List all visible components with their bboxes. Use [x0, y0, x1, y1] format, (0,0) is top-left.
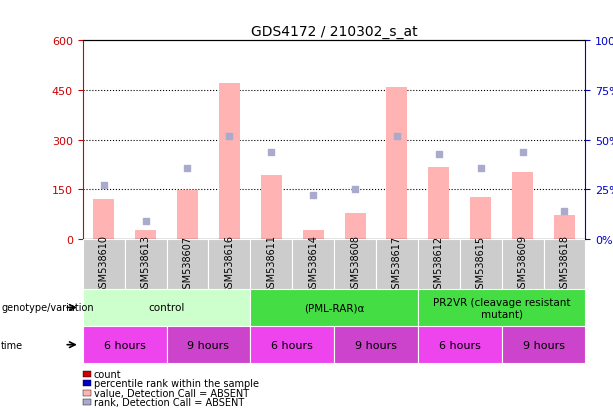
Text: percentile rank within the sample: percentile rank within the sample	[94, 378, 259, 388]
Text: genotype/variation: genotype/variation	[1, 303, 94, 313]
Bar	[292, 240, 334, 289]
Text: GSM538613: GSM538613	[140, 235, 151, 294]
Text: GSM538614: GSM538614	[308, 235, 318, 294]
Bar	[93, 200, 114, 240]
Bar	[501, 240, 544, 289]
Text: rank, Detection Call = ABSENT: rank, Detection Call = ABSENT	[94, 397, 244, 407]
Point	[99, 183, 109, 189]
Bar	[124, 240, 167, 289]
Text: GSM538618: GSM538618	[560, 235, 569, 294]
Text: PR2VR (cleavage resistant
mutant): PR2VR (cleavage resistant mutant)	[433, 297, 570, 318]
Bar	[208, 240, 250, 289]
Bar	[334, 240, 376, 289]
Text: value, Detection Call = ABSENT: value, Detection Call = ABSENT	[94, 388, 249, 398]
Bar	[386, 88, 408, 240]
Point	[434, 151, 444, 158]
Bar	[83, 326, 167, 363]
Bar	[303, 230, 324, 240]
Bar	[418, 326, 501, 363]
Text: GSM538610: GSM538610	[99, 235, 109, 294]
Text: (PML-RAR)α: (PML-RAR)α	[304, 303, 364, 313]
Title: GDS4172 / 210302_s_at: GDS4172 / 210302_s_at	[251, 25, 417, 39]
Bar	[418, 289, 585, 326]
Text: 9 hours: 9 hours	[355, 340, 397, 350]
Point	[350, 187, 360, 193]
Bar	[177, 191, 198, 240]
Text: GSM538611: GSM538611	[266, 235, 276, 294]
Text: count: count	[94, 369, 121, 379]
Bar	[376, 240, 418, 289]
Bar	[83, 240, 124, 289]
Bar	[250, 240, 292, 289]
Bar	[345, 213, 365, 240]
Text: GSM538612: GSM538612	[434, 235, 444, 294]
Text: 6 hours: 6 hours	[272, 340, 313, 350]
Text: GSM538607: GSM538607	[183, 235, 192, 294]
Point	[141, 218, 151, 225]
Text: GSM538608: GSM538608	[350, 235, 360, 294]
Bar	[501, 326, 585, 363]
Bar	[544, 240, 585, 289]
Bar	[334, 326, 418, 363]
Text: 6 hours: 6 hours	[439, 340, 481, 350]
Text: GSM538616: GSM538616	[224, 235, 234, 294]
Text: 9 hours: 9 hours	[522, 340, 565, 350]
Bar	[554, 216, 575, 240]
Point	[224, 133, 234, 140]
Point	[308, 192, 318, 199]
Bar	[261, 175, 282, 240]
Point	[392, 133, 402, 140]
Bar	[418, 240, 460, 289]
Point	[517, 149, 527, 156]
Bar	[167, 240, 208, 289]
Point	[476, 165, 485, 171]
Bar	[219, 84, 240, 240]
Bar	[250, 289, 418, 326]
Text: 9 hours: 9 hours	[188, 340, 229, 350]
Point	[266, 149, 276, 156]
Bar	[470, 197, 491, 240]
Bar	[512, 173, 533, 240]
Point	[560, 209, 569, 215]
Text: control: control	[148, 303, 185, 313]
Text: GSM538609: GSM538609	[517, 235, 528, 294]
Bar	[460, 240, 501, 289]
Text: GSM538617: GSM538617	[392, 235, 402, 294]
Bar	[167, 326, 250, 363]
Text: 6 hours: 6 hours	[104, 340, 145, 350]
Bar	[250, 326, 334, 363]
Text: GSM538615: GSM538615	[476, 235, 485, 294]
Bar	[135, 230, 156, 240]
Bar	[83, 289, 250, 326]
Text: time: time	[1, 340, 23, 350]
Bar	[428, 168, 449, 240]
Point	[183, 165, 192, 171]
